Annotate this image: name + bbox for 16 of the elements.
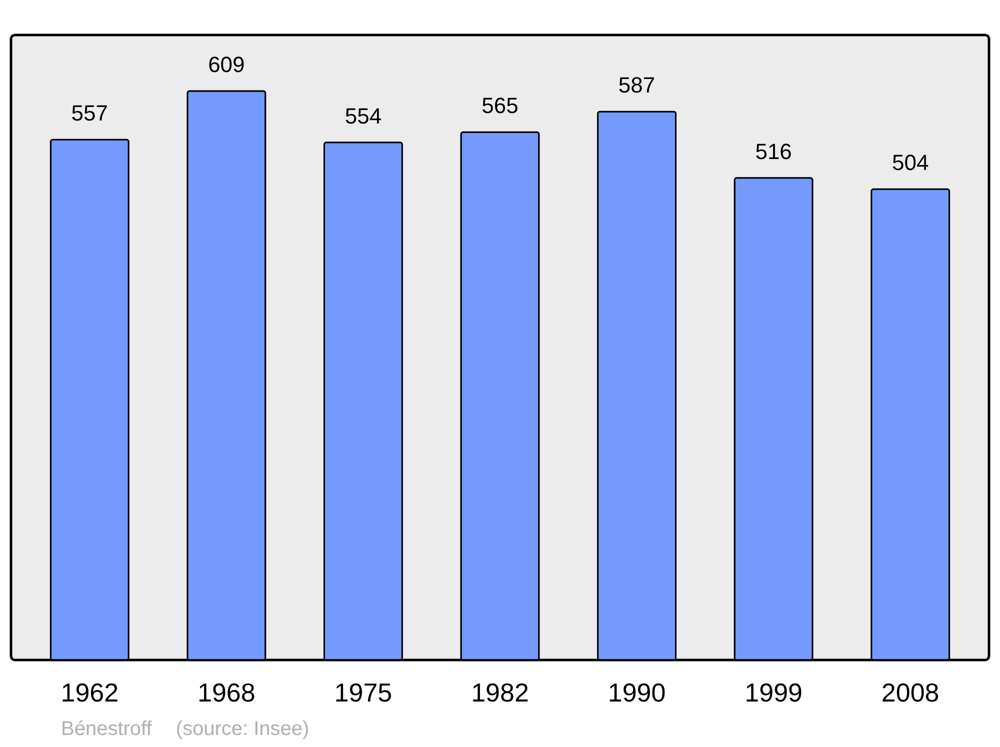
data-label: 565 [482, 93, 518, 118]
x-tick-label: 1999 [744, 678, 802, 708]
x-tick-label: 1962 [60, 678, 119, 708]
data-label: 557 [71, 100, 108, 126]
x-tick-label: 2008 [881, 678, 940, 708]
x-tick-label: 1975 [334, 678, 392, 708]
text: Bénestroff [61, 718, 152, 740]
data-label: 587 [618, 72, 656, 98]
data-label: 504 [892, 150, 929, 176]
x-tick-label: 1990 [608, 678, 666, 708]
data-label: 609 [208, 52, 245, 78]
x-tick-label: 1982 [471, 678, 529, 708]
data-label: 516 [755, 138, 792, 164]
data-label: 554 [344, 103, 382, 128]
x-tick-label: 1968 [198, 678, 256, 708]
text: (source: Insee) [176, 718, 310, 740]
